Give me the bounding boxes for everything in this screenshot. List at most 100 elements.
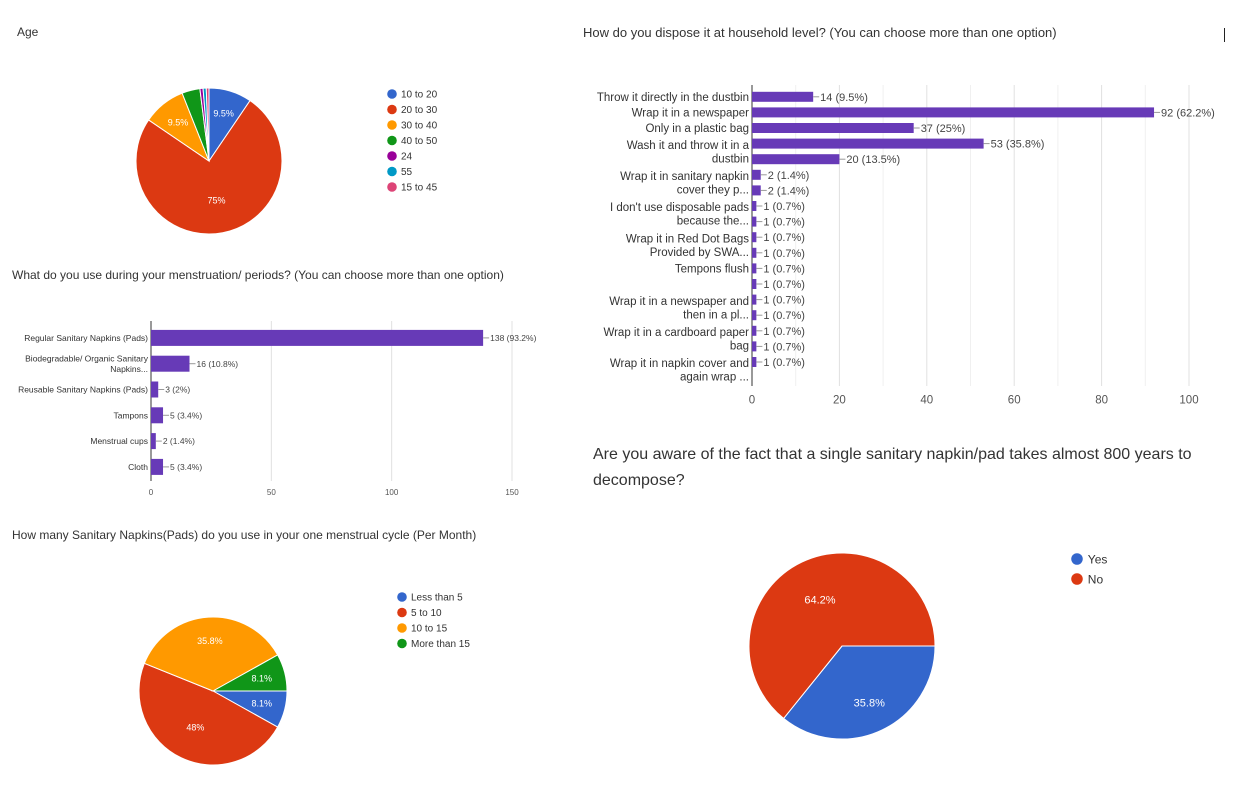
pads-chart-title: How many Sanitary Napkins(Pads) do you u…	[12, 528, 477, 542]
disposal-bar-14	[752, 294, 757, 305]
disposal-bar-8	[752, 201, 757, 211]
age-legend-swatch-2	[387, 104, 397, 115]
aware-legend-swatch-1	[1071, 553, 1083, 565]
disposal-category-label-14-line-2: then in a pl...	[683, 309, 749, 321]
disposal-bar-16	[752, 325, 757, 336]
usage-data-label-6: 5 (3.4%)	[170, 462, 202, 472]
disposal-category-label-10-line-1: Wrap it in Red Dot Bags	[626, 233, 749, 245]
age-chart-title: Age	[17, 25, 39, 39]
disposal-tick-label-4: 60	[1008, 395, 1021, 407]
disposal-data-label-4: 53 (35.8%)	[991, 139, 1045, 151]
disposal-category-label-16-line-2: bag	[730, 341, 749, 353]
disposal-chart: How do you dispose it at household level…	[570, 0, 1249, 420]
disposal-bar-10	[752, 232, 757, 243]
disposal-category-label-14-line-1: Wrap it in a newspaper and	[609, 296, 749, 308]
disposal-data-label-8: 1 (0.7%)	[763, 201, 805, 213]
disposal-data-label-16: 1 (0.7%)	[763, 326, 805, 338]
disposal-data-label-17: 1 (0.7%)	[763, 341, 805, 353]
disposal-tick-label-3: 40	[920, 395, 933, 407]
pads-legend-swatch-2	[397, 607, 407, 618]
disposal-category-label-3: Only in a plastic bag	[645, 123, 749, 135]
awareness-chart: Are you aware of the fact that a single …	[570, 435, 1249, 785]
usage-category-label-5: Menstrual cups	[90, 436, 148, 446]
pads-legend-label-2: 5 to 10	[411, 608, 442, 619]
disposal-data-label-7: 2 (1.4%)	[768, 185, 810, 197]
age-legend-label-4: 40 to 50	[401, 136, 438, 147]
pads-slice-label-2: 48%	[186, 723, 204, 733]
age-pie-svg: 9.5% 75% 9.5% 10 to 20 20 to 30 30 to 40 40 to…	[135, 87, 438, 235]
age-legend-swatch-5	[387, 151, 397, 161]
disposal-category-label-8-line-1: I don't use disposable pads	[610, 202, 749, 214]
disposal-bar-1	[752, 91, 814, 102]
age-chart: Age 9.5% 75% 9.5% 10 to 20 20 to 30 30 to 40 4…	[0, 0, 560, 250]
usage-data-label-1: 138 (93.2%)	[490, 333, 536, 343]
age-legend-label-7: 15 to 45	[401, 183, 438, 194]
disposal-category-label-4-line-1: Wash it and throw it in a	[627, 140, 750, 152]
usage-bar-1	[151, 329, 484, 346]
usage-data-label-4: 5 (3.4%)	[170, 410, 202, 420]
disposal-bar-7	[752, 185, 761, 196]
disposal-tick-label-5: 80	[1095, 395, 1108, 407]
usage-category-label-6: Cloth	[128, 462, 148, 472]
disposal-data-label-11: 1 (0.7%)	[763, 248, 805, 260]
age-slice-label-3: 9.5%	[168, 117, 189, 127]
pads-chart: How many Sanitary Napkins(Pads) do you u…	[0, 515, 560, 785]
disposal-category-label-16-line-1: Wrap it in a cardboard paper	[603, 327, 749, 339]
disposal-bar-3	[752, 123, 914, 133]
usage-data-label-3: 3 (2%)	[165, 385, 190, 395]
usage-tick-label-4: 150	[505, 488, 519, 497]
disposal-bar-9	[752, 216, 757, 227]
disposal-tick-label-6: 100	[1179, 395, 1198, 407]
usage-category-label-1: Regular Sanitary Napkins (Pads)	[24, 333, 148, 343]
aware-slice-label-2: 64.2%	[804, 595, 835, 607]
disposal-category-label-12: Tempons flush	[675, 263, 749, 275]
aware-slice-1	[782, 645, 936, 740]
pads-legend-label-3: 10 to 15	[411, 624, 448, 635]
age-slice-label-2: 75%	[208, 195, 226, 205]
age-legend-swatch-6	[387, 166, 397, 177]
disposal-data-label-14: 1 (0.7%)	[763, 295, 805, 307]
usage-bar-3	[151, 381, 159, 398]
disposal-chart-title: How do you dispose it at household level…	[583, 25, 1057, 40]
usage-bar-6	[151, 458, 164, 475]
disposal-category-label-6-line-1: Wrap it in sanitary napkin	[620, 171, 749, 183]
pads-legend-swatch-4	[397, 638, 407, 649]
text-cursor	[1224, 28, 1225, 42]
age-slice-2	[135, 99, 283, 235]
age-legend-swatch-7	[387, 182, 397, 192]
awareness-pie-svg: 35.8% 64.2% Yes No	[748, 552, 1108, 740]
age-legend-swatch-3	[387, 120, 397, 130]
usage-category-label-4: Tampons	[114, 410, 149, 420]
usage-data-label-2: 16 (10.8%)	[197, 359, 239, 369]
disposal-bar-17	[752, 341, 757, 352]
age-legend-label-2: 20 to 30	[401, 105, 438, 116]
disposal-bar-2	[752, 107, 1155, 118]
usage-bar-4	[151, 407, 164, 424]
disposal-bar-13	[752, 279, 757, 289]
disposal-data-label-13: 1 (0.7%)	[763, 279, 805, 291]
aware-legend-label-1: Yes	[1088, 552, 1108, 566]
disposal-category-label-6-line-2: cover they p...	[677, 185, 749, 197]
pads-slice-label-4: 8.1%	[251, 673, 272, 683]
pads-slice-label-1: 8.1%	[251, 699, 272, 709]
age-legend-label-6: 55	[401, 167, 413, 178]
disposal-tick-label-2: 20	[833, 395, 846, 407]
age-legend-label-5: 24	[401, 152, 413, 163]
disposal-bar-15	[752, 310, 757, 321]
usage-category-label-2-line-1: Biodegradable/ Organic Sanitary	[25, 354, 149, 364]
aware-slice-2	[748, 552, 936, 720]
age-legend-swatch-4	[387, 135, 397, 146]
disposal-data-label-18: 1 (0.7%)	[763, 357, 805, 369]
pads-legend-swatch-1	[397, 592, 407, 602]
usage-tick-label-1: 0	[149, 488, 154, 497]
aware-legend-swatch-2	[1071, 573, 1083, 585]
disposal-data-label-12: 1 (0.7%)	[763, 263, 805, 275]
pads-legend-label-1: Less than 5	[411, 593, 463, 604]
disposal-category-label-8-line-2: because the...	[677, 216, 749, 228]
disposal-category-label-10-line-2: Provided by SWA...	[650, 247, 749, 259]
disposal-bar-12	[752, 263, 757, 274]
disposal-bar-svg: 0 20 40 60 80 100 14 (9.5%) Throw it directly i…	[597, 85, 1215, 407]
disposal-data-label-1: 14 (9.5%)	[820, 92, 868, 104]
disposal-data-label-5: 20 (13.5%)	[846, 154, 900, 166]
usage-category-label-2-line-2: Napkins...	[110, 364, 148, 374]
